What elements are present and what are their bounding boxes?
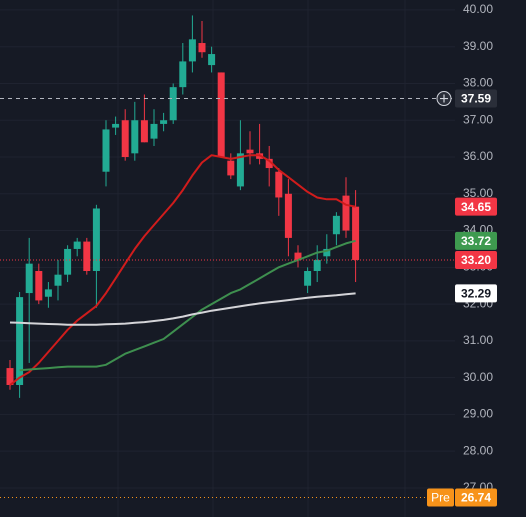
candle-body — [140, 120, 148, 143]
y-tick-label: 30.00 — [463, 370, 493, 384]
price-label-box — [455, 89, 497, 108]
y-tick-label: 38.00 — [463, 76, 493, 90]
moving-average-line — [9, 292, 356, 326]
candle-body — [246, 149, 254, 154]
candle-body — [179, 61, 187, 88]
y-tick-label: 35.00 — [463, 186, 493, 200]
price-tag: Pre — [431, 491, 450, 505]
candle-body — [236, 153, 244, 187]
candle-body — [294, 252, 302, 260]
candle-body — [227, 160, 235, 176]
candle-body — [160, 120, 168, 124]
candle-body — [44, 289, 52, 297]
price-label: 37.59 — [461, 92, 491, 106]
candle-body — [121, 120, 129, 158]
candle-body — [16, 297, 24, 385]
moving-average-line — [19, 239, 356, 372]
candle-body — [208, 54, 216, 66]
y-tick-label: 39.00 — [463, 39, 493, 53]
candle-body — [275, 171, 283, 198]
y-tick-label: 31.00 — [463, 333, 493, 347]
price-label-box — [455, 197, 497, 216]
candle-body — [35, 271, 43, 301]
candle-body — [188, 39, 196, 62]
grid — [0, 0, 455, 517]
candle-body — [150, 123, 158, 139]
candle-body — [342, 195, 350, 231]
candle-body — [102, 129, 110, 172]
candle-body — [217, 72, 225, 158]
candle-body — [304, 271, 312, 286]
y-tick-label: 36.00 — [463, 149, 493, 163]
price-label: 34.65 — [461, 200, 491, 214]
candle-body — [64, 248, 72, 275]
candle-body — [92, 208, 100, 272]
candle-body — [284, 193, 292, 238]
candle-body — [73, 241, 81, 249]
candle-body — [112, 123, 120, 128]
candle-body — [169, 87, 177, 121]
candle-body — [131, 120, 139, 154]
candle-body — [323, 248, 331, 257]
crosshair-add-icon — [440, 94, 448, 103]
price-label-box — [455, 284, 497, 303]
moving-average-line — [9, 154, 356, 386]
y-tick-label: 28.00 — [463, 443, 493, 457]
price-label-box — [455, 488, 497, 507]
y-tick-label: 29.00 — [463, 407, 493, 421]
candle-body — [25, 263, 33, 294]
candle-body — [313, 259, 321, 272]
price-label-box — [455, 231, 497, 250]
price-tag-box — [427, 488, 454, 507]
price-label: 32.29 — [461, 287, 491, 301]
candle-body — [54, 274, 62, 286]
candle-body — [352, 206, 360, 260]
price-label: 33.72 — [461, 234, 491, 248]
candle-body — [6, 368, 14, 385]
price-label: 33.20 — [461, 253, 491, 267]
candle-body — [332, 215, 340, 235]
candle-body — [265, 158, 273, 169]
y-tick-label: 37.00 — [463, 112, 493, 126]
candle-body — [198, 43, 206, 53]
y-tick-label: 40.00 — [463, 2, 493, 16]
candle-body — [83, 241, 91, 272]
price-label-box — [455, 250, 497, 269]
price-label: 26.74 — [461, 491, 491, 505]
